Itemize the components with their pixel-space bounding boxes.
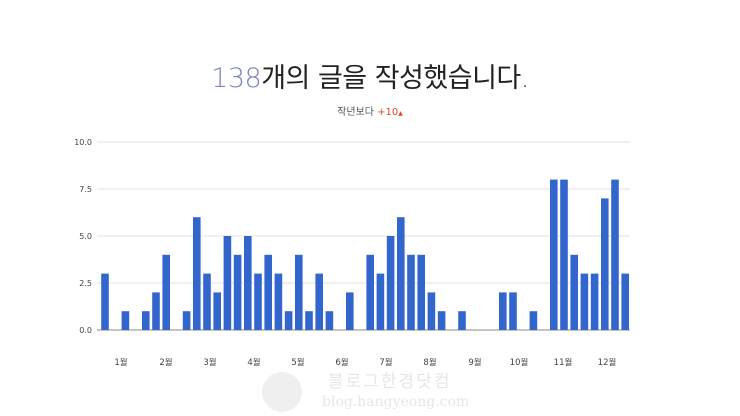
bar bbox=[193, 217, 201, 330]
bar bbox=[611, 179, 619, 330]
bar bbox=[325, 311, 334, 330]
bar bbox=[590, 273, 599, 330]
bar bbox=[366, 254, 374, 330]
x-tick-label: 6월 bbox=[335, 357, 348, 368]
bar bbox=[417, 254, 425, 330]
bar bbox=[601, 198, 609, 330]
bar bbox=[101, 273, 109, 330]
bar bbox=[284, 311, 293, 330]
bar bbox=[305, 311, 313, 330]
bar bbox=[499, 292, 507, 330]
page-title: 138개의 글을 작성했습니다. bbox=[0, 56, 740, 95]
bar bbox=[244, 236, 252, 330]
bar bbox=[315, 273, 323, 330]
bar bbox=[142, 311, 150, 330]
bar bbox=[386, 236, 395, 330]
bar bbox=[529, 311, 538, 330]
compare-label: 작년보다 bbox=[337, 107, 374, 118]
bar bbox=[376, 273, 385, 330]
x-tick-label: 4월 bbox=[247, 357, 260, 368]
bar bbox=[437, 311, 446, 330]
x-tick-label: 1월 bbox=[114, 357, 127, 368]
bar bbox=[570, 254, 578, 330]
x-tick-label: 12월 bbox=[598, 357, 617, 368]
bar bbox=[274, 273, 283, 330]
bar bbox=[152, 292, 160, 330]
bar bbox=[121, 311, 130, 330]
bar bbox=[182, 311, 191, 330]
bar bbox=[233, 254, 242, 330]
x-tick-label: 10월 bbox=[510, 357, 529, 368]
bar bbox=[203, 273, 211, 330]
bar bbox=[550, 179, 558, 330]
y-tick-label: 2.5 bbox=[79, 279, 92, 288]
bar bbox=[560, 179, 568, 330]
title-suffix: 개의 글을 작성했습니다. bbox=[261, 63, 529, 94]
x-tick-label: 5월 bbox=[291, 357, 304, 368]
bar bbox=[162, 254, 170, 330]
y-tick-label: 0.0 bbox=[79, 326, 92, 335]
up-arrow-icon: ▲ bbox=[398, 110, 403, 117]
x-tick-label: 8월 bbox=[423, 357, 436, 368]
bar bbox=[580, 273, 589, 330]
bar bbox=[458, 311, 466, 330]
x-tick-label: 2월 bbox=[159, 357, 172, 368]
compare-delta: +10 bbox=[377, 107, 399, 118]
comparison-text: 작년보다 +10▲ bbox=[0, 103, 740, 118]
bar bbox=[223, 236, 232, 330]
bar bbox=[254, 273, 262, 330]
y-tick-label: 5.0 bbox=[79, 232, 92, 241]
x-tick-label: 3월 bbox=[203, 357, 216, 368]
x-tick-label: 11월 bbox=[554, 357, 573, 368]
bar bbox=[264, 254, 272, 330]
bar bbox=[295, 254, 303, 330]
post-count: 138 bbox=[211, 63, 262, 94]
x-tick-label: 7월 bbox=[379, 357, 392, 368]
bar bbox=[213, 292, 221, 330]
y-tick-label: 10.0 bbox=[74, 138, 92, 147]
y-tick-label: 7.5 bbox=[79, 185, 92, 194]
bar bbox=[509, 292, 517, 330]
bar bbox=[397, 217, 405, 330]
bar bbox=[346, 292, 354, 330]
bar bbox=[427, 292, 436, 330]
bar bbox=[621, 273, 629, 330]
x-tick-label: 9월 bbox=[468, 357, 481, 368]
bar bbox=[407, 254, 415, 330]
